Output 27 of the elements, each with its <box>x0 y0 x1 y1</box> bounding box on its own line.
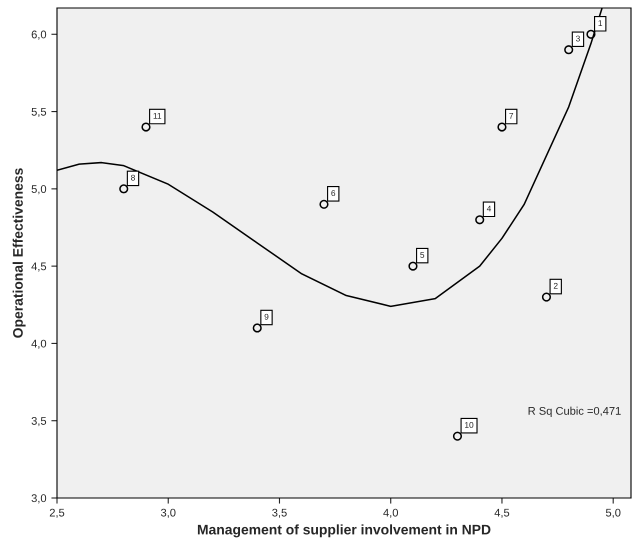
y-tick-label: 5,0 <box>32 185 46 194</box>
annotation: 7 <box>509 112 514 119</box>
annotation: 8 <box>131 174 135 181</box>
y-tick-label: 5,5 <box>32 108 46 118</box>
y-axis-title: Operational Effectiveness <box>12 168 26 338</box>
x-tick-label: 5,0 <box>606 508 620 518</box>
x-tick-label: 3,0 <box>160 508 176 518</box>
x-axis-title: Management of supplier involvement in NPD <box>198 524 490 538</box>
annotation: 3 <box>576 36 580 42</box>
y-tick-label: 3,0 <box>32 494 46 504</box>
y-tick-label: 3,5 <box>32 416 46 426</box>
annotation: 6 <box>331 190 336 196</box>
y-tick-label: 4,5 <box>31 262 46 272</box>
x-tick-label: 4,0 <box>383 508 398 518</box>
y-tick-label: 6,0 <box>32 30 46 40</box>
annotation: 10 <box>465 422 474 428</box>
annotation: 5 <box>420 252 424 258</box>
annotation: 1 <box>598 20 602 26</box>
y-tick-label: 4,0 <box>31 340 46 349</box>
annotation: 9 <box>264 314 268 320</box>
x-tick-label: 3,5 <box>272 508 287 518</box>
annotation: 4 <box>486 206 492 212</box>
annotation: R Sq Cubic =0,471 <box>528 406 621 418</box>
x-tick-label: 2,5 <box>50 508 64 518</box>
x-tick-label: 4,5 <box>494 508 510 518</box>
annotation: 2 <box>554 282 558 289</box>
annotation: 11 <box>154 112 162 119</box>
